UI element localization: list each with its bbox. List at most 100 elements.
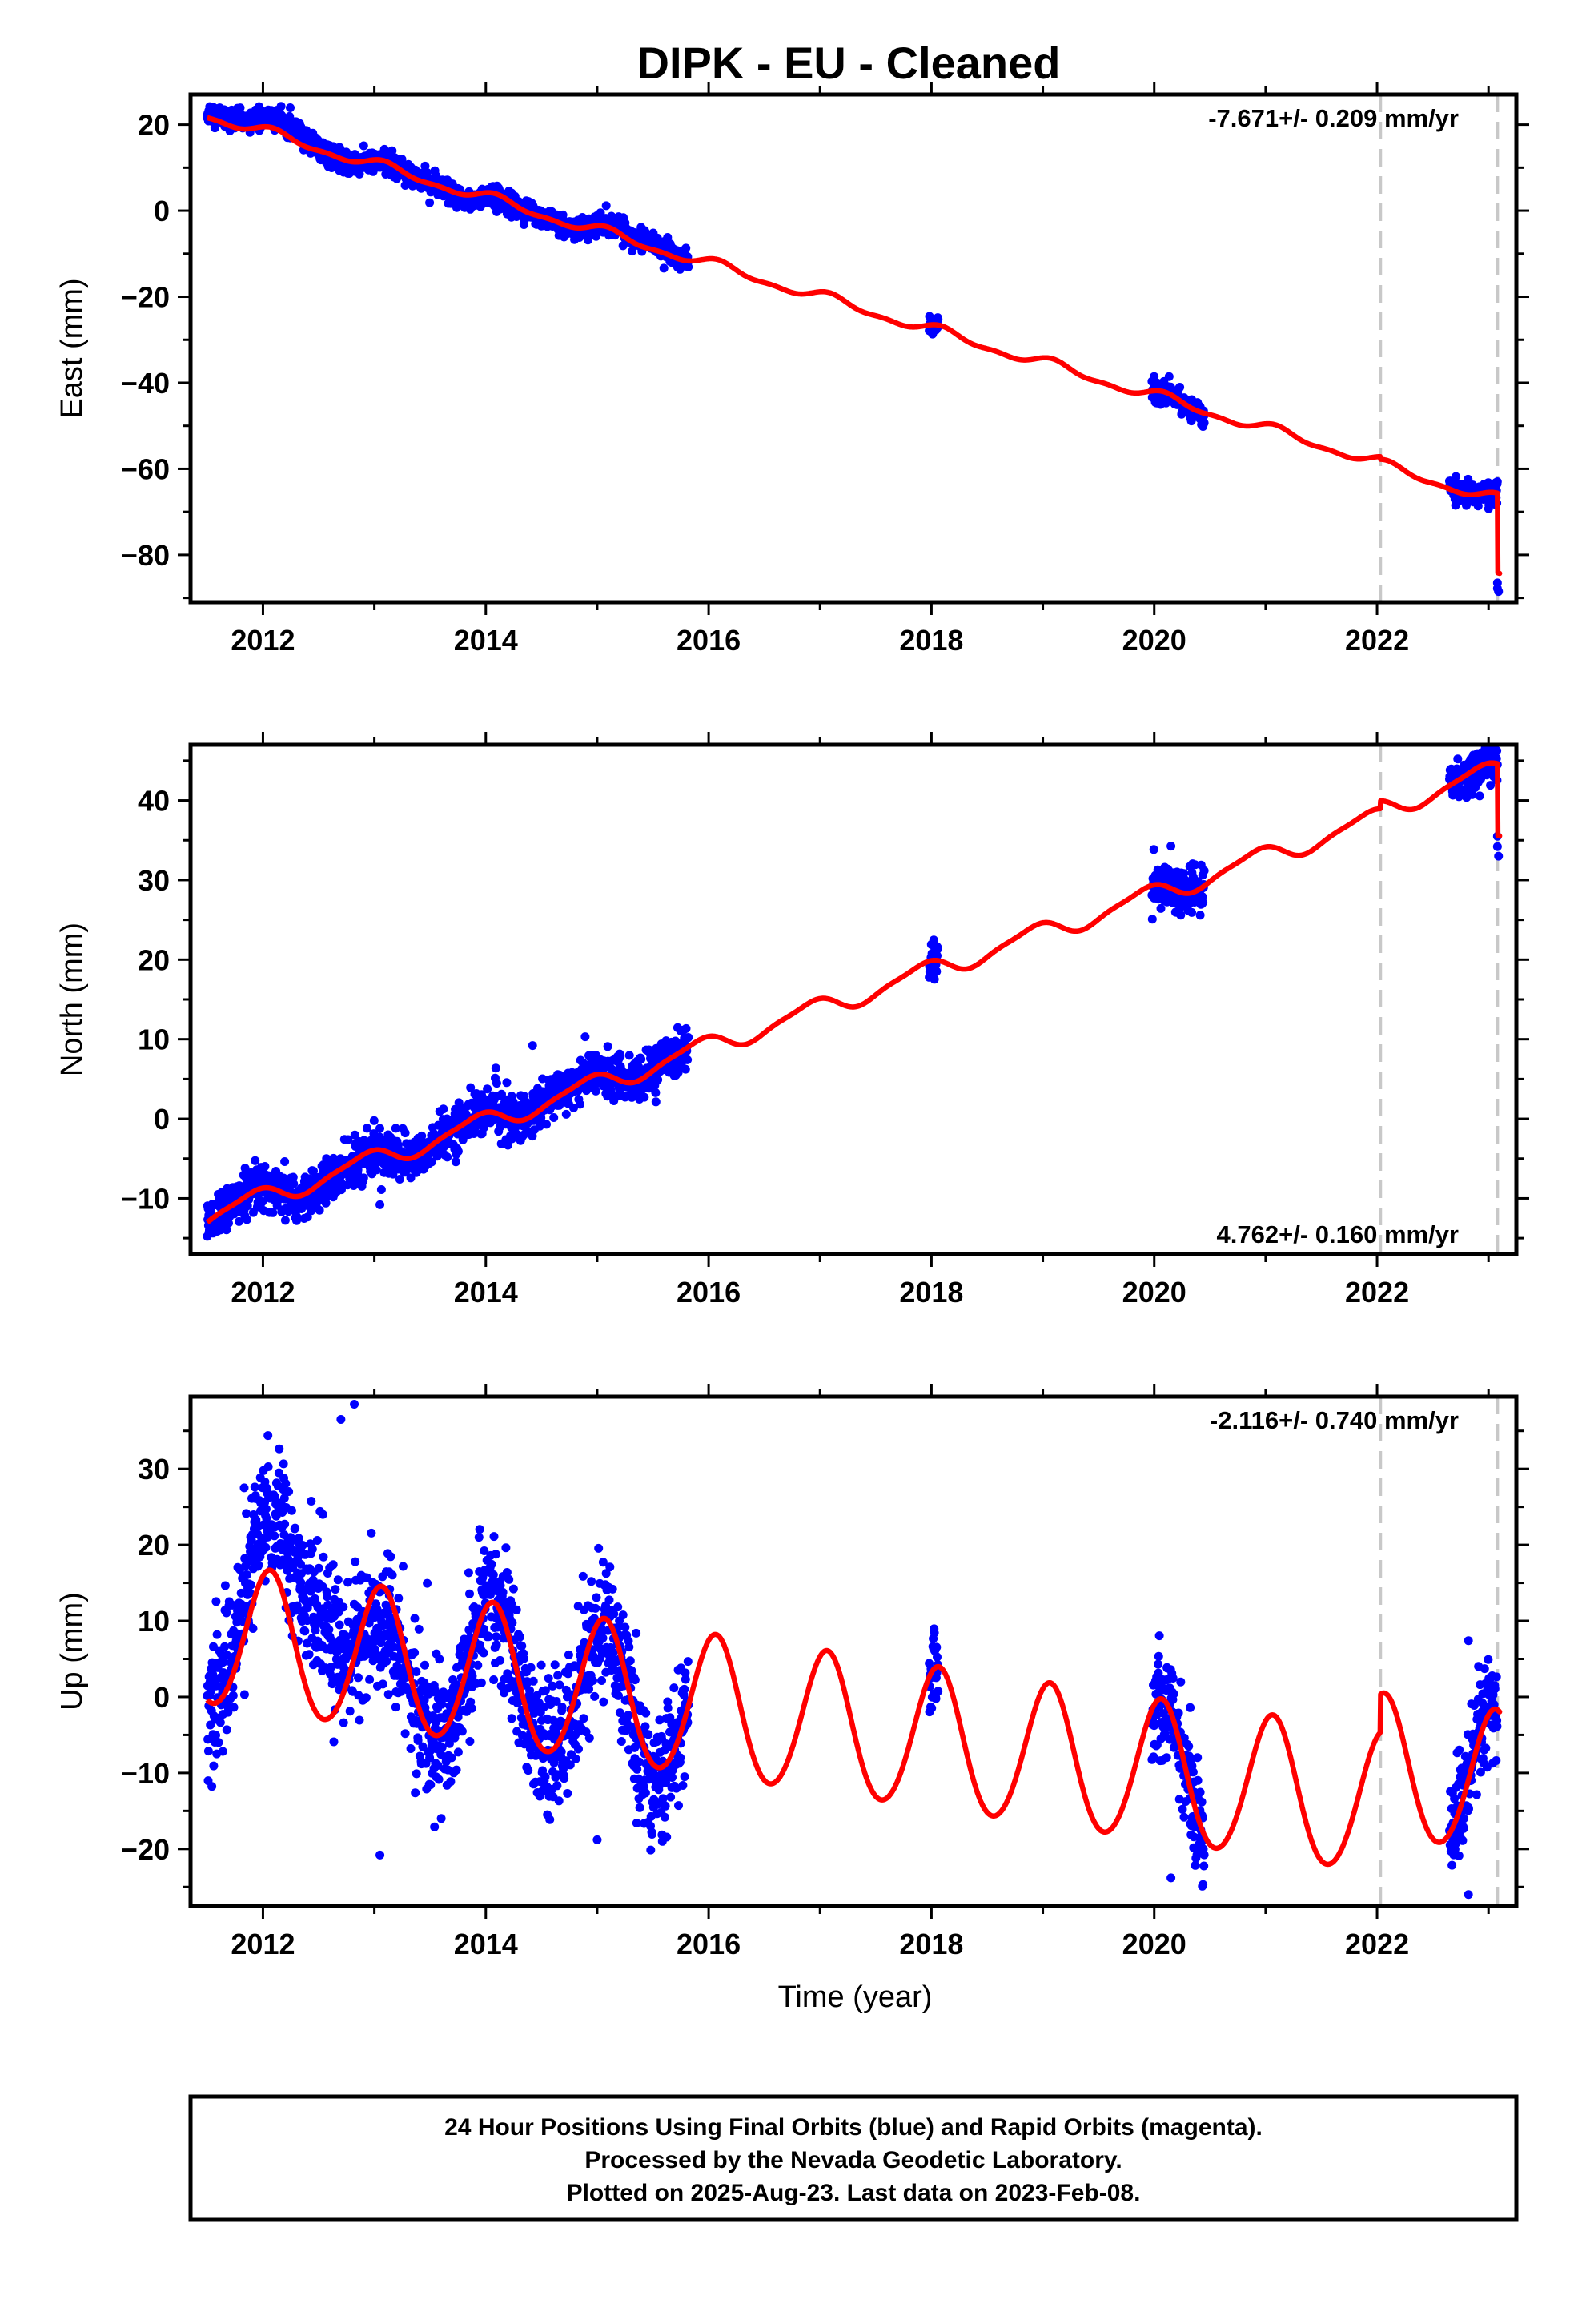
observation-point [426,1780,436,1790]
observation-point [512,1605,521,1614]
observation-point [591,1086,600,1096]
observation-point [453,1147,463,1156]
observation-point [345,1707,355,1716]
observation-point [343,1578,352,1587]
observation-point [436,1814,446,1823]
observation-point [1199,866,1209,875]
observation-point [420,1660,429,1670]
observation-point [212,1630,222,1639]
observation-point [583,235,592,245]
observation-point [517,1641,527,1651]
observation-point [504,1574,514,1584]
observation-point [359,1173,368,1183]
observation-point [397,155,407,164]
observation-point [594,1543,604,1553]
y-tick-label: 30 [138,864,170,897]
observation-point [251,1156,260,1165]
observation-point [425,198,435,207]
observation-point [508,1618,517,1627]
observation-point [371,1165,381,1175]
y-tick-label: −60 [121,452,170,485]
observation-point [434,1775,444,1784]
observation-point [400,1729,410,1739]
observation-point [260,1162,270,1171]
observation-point [681,1023,691,1033]
observation-point [528,1676,538,1686]
observation-point [498,1587,508,1597]
observation-point [554,1796,564,1806]
observation-point [270,1531,279,1541]
observation-point [457,1727,467,1736]
x-tick-label: 2018 [899,624,963,657]
observation-point [246,1580,255,1590]
x-tick-label: 2018 [899,1276,963,1309]
observation-point [395,1175,404,1184]
observation-point [331,1585,340,1594]
observation-point [311,1626,320,1635]
observation-point [328,1560,338,1570]
observation-point [1475,791,1484,801]
observation-point [365,1675,375,1684]
x-tick-label: 2014 [454,624,518,657]
y-tick-label: 20 [138,943,170,976]
observation-point [414,1624,424,1634]
observation-point [930,975,939,984]
observation-point [355,1715,364,1725]
observation-point [275,1444,284,1454]
observation-point [1166,842,1176,851]
y-tick-label: 20 [138,109,170,142]
observation-point [248,1624,258,1633]
observation-point [1156,903,1166,913]
observation-point [475,1525,484,1534]
x-tick-label: 2014 [454,1276,518,1309]
observation-point [410,1614,420,1623]
observation-point [578,1571,588,1581]
x-tick-label: 2022 [1345,624,1409,657]
observation-point [214,1738,223,1747]
observation-point [576,1100,584,1109]
observation-point [446,1777,456,1787]
observation-point [588,1676,597,1685]
observation-point [333,1575,343,1585]
observation-point [279,1459,288,1469]
observation-point [304,1650,314,1659]
observation-point [584,1733,594,1743]
observation-point [439,1104,448,1114]
observation-point [280,1157,290,1166]
observation-point [335,1620,344,1630]
observation-point [386,1552,396,1562]
y-tick-label: 40 [138,785,170,818]
observation-point [361,1693,371,1703]
observation-point [359,141,368,151]
observation-point [624,1051,634,1060]
y-tick-label: 0 [154,1103,170,1136]
observation-point [400,1128,410,1138]
observation-point [1479,732,1488,741]
y-tick-label: 10 [138,1023,170,1056]
observation-point [681,1064,690,1074]
observation-point [651,1097,661,1107]
observation-point [599,1697,608,1707]
observation-point [491,1063,500,1073]
observation-point [387,1570,397,1580]
observation-point [286,103,295,112]
observation-point [369,1116,379,1125]
observation-point [501,1543,511,1553]
observation-point [276,102,286,111]
observation-point [492,1079,501,1088]
y-tick-label: −40 [121,367,170,400]
observation-point [932,967,942,976]
observation-point [263,1431,273,1441]
observation-point [636,1055,646,1064]
observation-point [544,1674,553,1683]
observation-point [406,1744,416,1753]
observation-point [228,1691,238,1700]
observation-point [263,1462,273,1471]
observation-point [412,1667,421,1676]
observation-point [550,1660,560,1670]
observation-point [465,1737,475,1746]
observation-point [292,1212,302,1222]
observation-point [601,201,611,211]
observation-point [502,1078,512,1088]
observation-point [280,1216,290,1225]
